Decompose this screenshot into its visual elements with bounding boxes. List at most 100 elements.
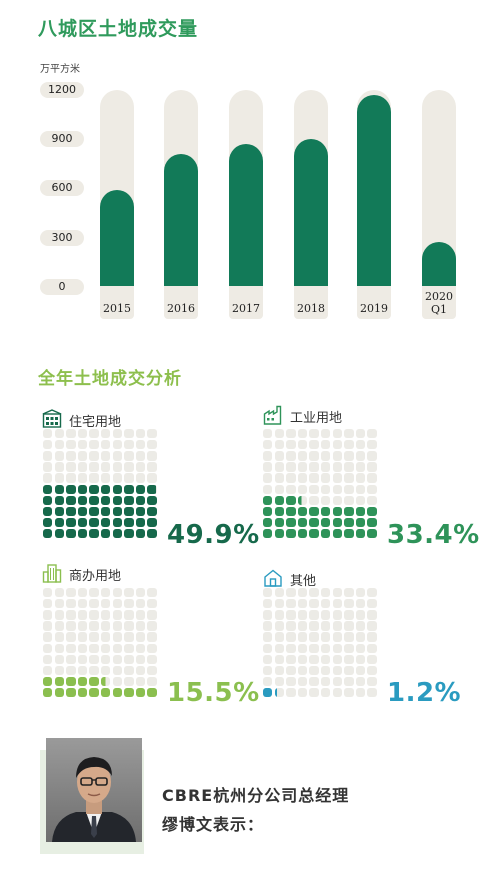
waffle-cell (43, 517, 53, 528)
bar-track: 2018 (294, 90, 328, 319)
waffle-cell (112, 462, 122, 472)
waffle-cell (274, 495, 284, 505)
waffle-cell (54, 687, 64, 698)
waffle-cell (77, 484, 88, 494)
waffle-cell (101, 506, 111, 517)
waffle-cell (54, 665, 64, 676)
waffle-cell (355, 665, 366, 676)
waffle-cell (124, 687, 134, 698)
waffle-cell (274, 506, 284, 517)
waffle-cell (147, 676, 157, 687)
waffle-cell (367, 495, 377, 505)
waffle-cell (309, 462, 319, 472)
portrait-photo (46, 738, 142, 842)
waffle-cell (54, 632, 64, 642)
waffle-cell (112, 528, 122, 539)
waffle-cell (309, 588, 319, 598)
waffle-cell (101, 473, 111, 483)
waffle-cell (309, 429, 319, 439)
factory-icon (263, 405, 282, 425)
waffle-cell (309, 495, 319, 505)
waffle-cell (263, 621, 273, 631)
waffle-cell (344, 440, 354, 450)
waffle-cell (66, 462, 76, 472)
bar-track: 2015 (100, 90, 134, 319)
waffle-cell (147, 687, 157, 698)
office-tower-icon (42, 564, 62, 583)
waffle-cell (77, 676, 88, 687)
waffle-cell (112, 495, 122, 505)
waffle-cell (309, 687, 319, 698)
waffle-cell (274, 643, 284, 653)
waffle-cell (124, 632, 134, 642)
y-tick-label: 0 (40, 279, 84, 295)
waffle-cell (344, 451, 354, 461)
waffle-cell (332, 621, 342, 631)
waffle-cell (332, 528, 342, 539)
waffle-cell (297, 484, 308, 494)
waffle-cell (355, 643, 366, 653)
waffle-cell (344, 665, 354, 676)
waffle-cell (124, 588, 134, 598)
waffle-cell (367, 654, 377, 664)
waffle-cell (367, 473, 377, 483)
waffle-cell (89, 632, 99, 642)
waffle-cell (147, 632, 157, 642)
bar (164, 153, 198, 286)
waffle-cell (274, 473, 284, 483)
waffle-cell (54, 440, 64, 450)
waffle-cell (112, 506, 122, 517)
bar-track: 2019 (357, 90, 391, 319)
waffle-cell (66, 484, 76, 494)
waffle-cell (135, 462, 146, 472)
waffle-cell (332, 643, 342, 653)
waffle-cell (66, 599, 76, 609)
waffle-cell (112, 632, 122, 642)
waffle-cell (135, 643, 146, 653)
waffle-cell (43, 484, 53, 494)
bar (294, 139, 328, 286)
waffle-cell (367, 676, 377, 687)
waffle-cell (112, 654, 122, 664)
waffle-cell (66, 621, 76, 631)
waffle-cell (344, 632, 354, 642)
waffle-cell (367, 440, 377, 450)
waffle-cell (101, 676, 111, 687)
waffle-cell (355, 588, 366, 598)
waffle-cell (43, 643, 53, 653)
bar-track: 2017 (229, 90, 263, 319)
y-tick-label: 600 (40, 180, 84, 196)
waffle-cell (147, 462, 157, 472)
waffle-cell (135, 632, 146, 642)
waffle-cell (344, 484, 354, 494)
waffle-cell (321, 643, 331, 653)
waffle-cell (54, 473, 64, 483)
waffle-cell (263, 506, 273, 517)
waffle-cell (274, 621, 284, 631)
waffle-cell (321, 528, 331, 539)
waffle-cell (147, 621, 157, 631)
waffle-cell (66, 676, 76, 687)
waffle-cell (147, 473, 157, 483)
waffle-cell (355, 484, 366, 494)
waffle-cell (101, 440, 111, 450)
waffle-cell (332, 676, 342, 687)
waffle-cell (332, 654, 342, 664)
waffle-cell (147, 643, 157, 653)
waffle-cell (66, 665, 76, 676)
waffle-cell (367, 632, 377, 642)
waffle-cell (344, 654, 354, 664)
waffle-cell (344, 528, 354, 539)
waffle-cell (367, 484, 377, 494)
waffle-cell (274, 632, 284, 642)
waffle-cell (297, 451, 308, 461)
waffle-cell (344, 462, 354, 472)
waffle-cell (124, 429, 134, 439)
waffle-cell (66, 429, 76, 439)
waffle-cell (263, 676, 273, 687)
waffle-cell (124, 654, 134, 664)
waffle-cell (101, 429, 111, 439)
waffle-cell (89, 610, 99, 620)
waffle-cell (101, 599, 111, 609)
waffle-cell (66, 687, 76, 698)
